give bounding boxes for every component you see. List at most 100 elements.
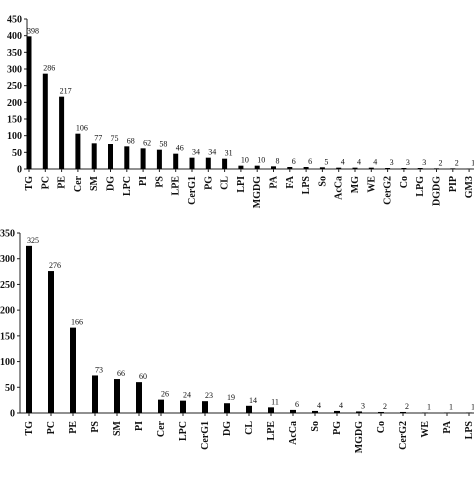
bar-value-label: 24	[183, 391, 191, 400]
bar	[466, 412, 472, 413]
y-tick-label: 100	[0, 357, 15, 368]
category-label: CL	[220, 176, 231, 190]
top-panel: 050100150200250300350400450398TG286PC217…	[7, 15, 474, 209]
bar-value-label: 4	[357, 158, 361, 167]
category-label: CerG2	[383, 176, 394, 205]
y-tick-label: 300	[0, 254, 15, 265]
y-tick-label: 350	[0, 229, 15, 240]
bar-value-label: 4	[341, 158, 345, 167]
category-label: DGDG	[432, 176, 443, 206]
category-label: WE	[366, 176, 377, 193]
category-label: CerG2	[398, 421, 409, 450]
bar	[290, 410, 296, 413]
bar-value-label: 68	[127, 136, 135, 145]
category-label: AcCa	[288, 421, 299, 445]
bar-value-label: 26	[161, 390, 169, 399]
y-tick-label: 300	[7, 65, 22, 76]
bar	[287, 167, 292, 169]
category-label: GM3	[464, 176, 474, 198]
bar	[26, 246, 32, 413]
y-tick-label: 150	[7, 115, 22, 126]
bar-value-label: 286	[43, 64, 55, 73]
bar-value-label: 60	[139, 372, 147, 381]
category-label: So	[317, 176, 328, 187]
bar-value-label: 8	[276, 156, 280, 165]
category-label: PI	[138, 176, 149, 186]
category-label: PC	[46, 421, 57, 434]
y-tick-label: 250	[0, 280, 15, 291]
bar-value-label: 1	[449, 402, 453, 411]
category-label: DG	[106, 176, 117, 191]
category-label: FA	[285, 175, 296, 188]
category-label: PA	[442, 420, 453, 433]
category-label: PS	[90, 421, 101, 433]
bar-value-label: 166	[71, 318, 83, 327]
bar	[27, 36, 32, 169]
bar	[353, 168, 358, 169]
bar-value-label: 4	[317, 401, 321, 410]
bar	[255, 166, 260, 169]
bar-value-label: 2	[405, 402, 409, 411]
y-tick-label: 50	[12, 148, 22, 159]
bar-value-label: 2	[383, 402, 387, 411]
bar	[92, 375, 98, 413]
category-label: PIP	[448, 176, 459, 192]
bar	[268, 407, 274, 413]
category-label: TG	[24, 421, 35, 436]
bar	[206, 158, 211, 169]
y-tick-label: 50	[5, 383, 15, 394]
bar-value-label: 58	[159, 140, 167, 149]
bar	[224, 403, 230, 413]
bar	[246, 406, 252, 413]
bar	[401, 168, 406, 169]
category-label: PS	[154, 176, 165, 188]
bar	[59, 97, 64, 169]
y-tick-label: 250	[7, 81, 22, 92]
category-label: Cer	[156, 420, 167, 437]
category-label: LPC	[178, 421, 189, 441]
y-tick-label: 0	[17, 165, 22, 176]
category-label: Co	[376, 421, 387, 433]
bar-value-label: 6	[292, 157, 296, 166]
bar	[320, 167, 325, 169]
bar	[418, 168, 423, 169]
bar	[158, 400, 164, 413]
bar-value-label: 6	[308, 157, 312, 166]
bar	[190, 158, 195, 169]
bar	[141, 148, 146, 169]
category-label: PG	[332, 421, 343, 435]
category-label: CL	[244, 421, 255, 435]
category-label: MG	[350, 176, 361, 193]
bar	[92, 143, 97, 169]
bar	[334, 411, 340, 413]
category-label: LPS	[464, 421, 474, 440]
bar	[222, 159, 227, 169]
y-tick-label: 450	[7, 15, 22, 26]
bar-value-label: 10	[257, 156, 265, 165]
bar-value-label: 3	[361, 401, 365, 410]
bar-value-label: 77	[94, 133, 102, 142]
bar	[108, 144, 113, 169]
bar	[450, 168, 455, 169]
bar	[444, 412, 450, 413]
bar	[378, 412, 384, 413]
bar	[180, 401, 186, 413]
category-label: SM	[89, 175, 100, 191]
category-label: LPG	[415, 176, 426, 197]
bar-value-label: 73	[95, 365, 103, 374]
category-label: PA	[269, 175, 280, 188]
bar-value-label: 3	[422, 158, 426, 167]
category-label: CerG1	[187, 176, 198, 205]
category-label: PI	[134, 421, 145, 431]
category-label: PE	[57, 176, 68, 189]
category-label: CerG1	[200, 421, 211, 450]
bar	[238, 166, 243, 169]
bar-value-label: 3	[406, 158, 410, 167]
category-label: MGDG	[252, 176, 263, 208]
bar-value-label: 10	[241, 156, 249, 165]
y-tick-label: 400	[7, 31, 22, 42]
bar-value-label: 4	[373, 158, 377, 167]
bar	[385, 168, 390, 169]
bar-value-label: 5	[324, 157, 328, 166]
